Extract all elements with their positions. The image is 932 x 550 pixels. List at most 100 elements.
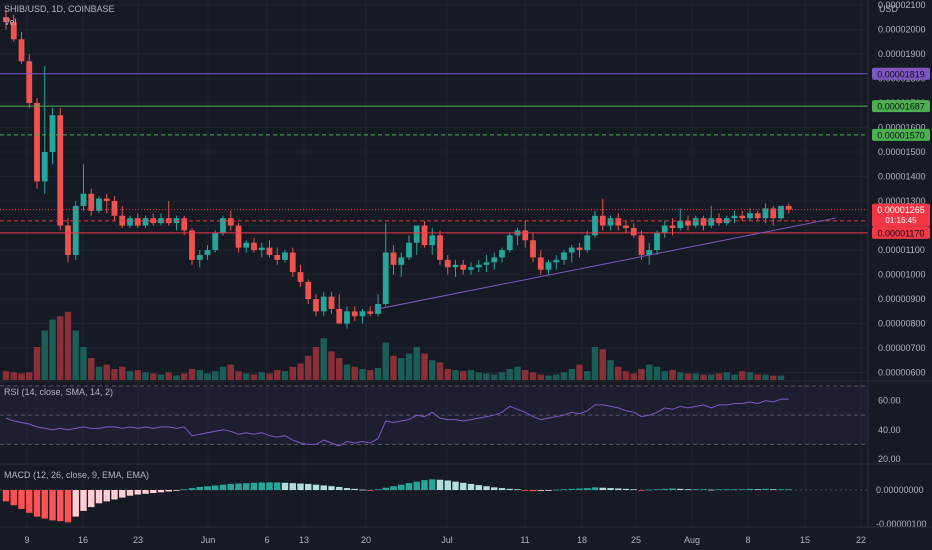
candle[interactable] (530, 232, 536, 263)
horizontal-lines[interactable] (0, 73, 868, 234)
candle[interactable] (553, 254, 560, 270)
candle[interactable] (785, 203, 792, 214)
candle[interactable] (18, 31, 25, 64)
candle[interactable] (3, 9, 9, 30)
candle[interactable] (654, 230, 660, 255)
candle[interactable] (328, 291, 335, 314)
candle[interactable] (762, 203, 769, 224)
candle[interactable] (111, 196, 118, 221)
candle[interactable] (313, 294, 319, 317)
candle[interactable] (692, 215, 699, 228)
candle[interactable] (545, 259, 552, 275)
candle[interactable] (475, 259, 482, 273)
candle[interactable] (437, 230, 443, 265)
candle[interactable] (615, 213, 622, 231)
candle[interactable] (537, 250, 544, 275)
candle[interactable] (96, 196, 102, 214)
candle[interactable] (336, 294, 343, 324)
candle[interactable] (406, 235, 412, 260)
candle[interactable] (142, 215, 149, 228)
candle[interactable] (359, 308, 366, 324)
candle[interactable] (630, 223, 637, 238)
candle[interactable] (235, 223, 242, 253)
candle[interactable] (189, 228, 195, 265)
candle[interactable] (468, 262, 474, 275)
macd-pane[interactable]: 0.00000000 -0.00000100 (0, 479, 927, 529)
rsi-pane[interactable]: 60.00 40.00 20.00 (0, 385, 901, 464)
candle[interactable] (41, 66, 48, 194)
candle[interactable] (382, 223, 389, 307)
candle[interactable] (460, 259, 467, 275)
candle[interactable] (243, 240, 250, 253)
candle[interactable] (623, 220, 629, 233)
candle[interactable] (251, 237, 257, 253)
candle[interactable] (739, 210, 746, 221)
candle[interactable] (150, 213, 157, 226)
candle[interactable] (196, 250, 203, 268)
candle[interactable] (723, 215, 730, 226)
candle[interactable] (258, 242, 265, 258)
candle[interactable] (685, 215, 691, 231)
candle[interactable] (483, 254, 490, 273)
candle[interactable] (34, 98, 40, 189)
candle[interactable] (88, 188, 95, 216)
candle[interactable] (747, 208, 753, 221)
candle[interactable] (522, 220, 529, 248)
candle[interactable] (731, 210, 738, 224)
candle[interactable] (181, 215, 188, 236)
trendline[interactable] (377, 217, 836, 310)
candle[interactable] (421, 220, 428, 248)
candle[interactable] (576, 242, 583, 258)
candle[interactable] (638, 230, 645, 260)
candle[interactable] (778, 205, 784, 221)
candle[interactable] (344, 306, 350, 329)
candle[interactable] (491, 252, 498, 270)
candle[interactable] (227, 210, 234, 231)
candle[interactable] (127, 215, 133, 228)
candle[interactable] (754, 210, 761, 221)
candle[interactable] (57, 107, 64, 231)
candle[interactable] (716, 213, 722, 226)
candle[interactable] (305, 279, 312, 304)
candle[interactable] (220, 215, 226, 236)
candle[interactable] (10, 14, 17, 42)
candle[interactable] (390, 245, 397, 275)
candle[interactable] (398, 252, 405, 278)
trendline-segment[interactable] (377, 217, 836, 310)
candle[interactable] (320, 291, 327, 317)
candles[interactable] (3, 9, 792, 329)
candle[interactable] (677, 208, 684, 231)
candle[interactable] (26, 53, 33, 108)
candle[interactable] (700, 215, 707, 231)
candle[interactable] (413, 225, 420, 255)
candle[interactable] (297, 264, 304, 287)
candle[interactable] (351, 306, 358, 322)
candle[interactable] (274, 247, 281, 265)
candle[interactable] (607, 215, 614, 231)
rsi-line[interactable] (5, 398, 789, 447)
candle[interactable] (506, 232, 513, 253)
candle[interactable] (770, 205, 777, 226)
candle[interactable] (568, 245, 575, 263)
candle[interactable] (584, 230, 591, 253)
candle[interactable] (282, 250, 288, 263)
candle[interactable] (561, 250, 567, 265)
candle[interactable] (103, 193, 110, 214)
candle[interactable] (72, 201, 79, 260)
candle[interactable] (65, 218, 71, 263)
candle[interactable] (80, 164, 87, 211)
candle[interactable] (452, 259, 459, 278)
candle[interactable] (444, 254, 451, 275)
candle[interactable] (266, 240, 273, 258)
candle[interactable] (367, 306, 374, 317)
candle[interactable] (204, 245, 211, 260)
candle[interactable] (134, 213, 141, 228)
candle[interactable] (289, 247, 296, 278)
candle[interactable] (49, 107, 56, 165)
candle[interactable] (661, 220, 668, 238)
candle[interactable] (212, 230, 219, 253)
candle[interactable] (499, 247, 505, 263)
candle[interactable] (646, 242, 653, 265)
